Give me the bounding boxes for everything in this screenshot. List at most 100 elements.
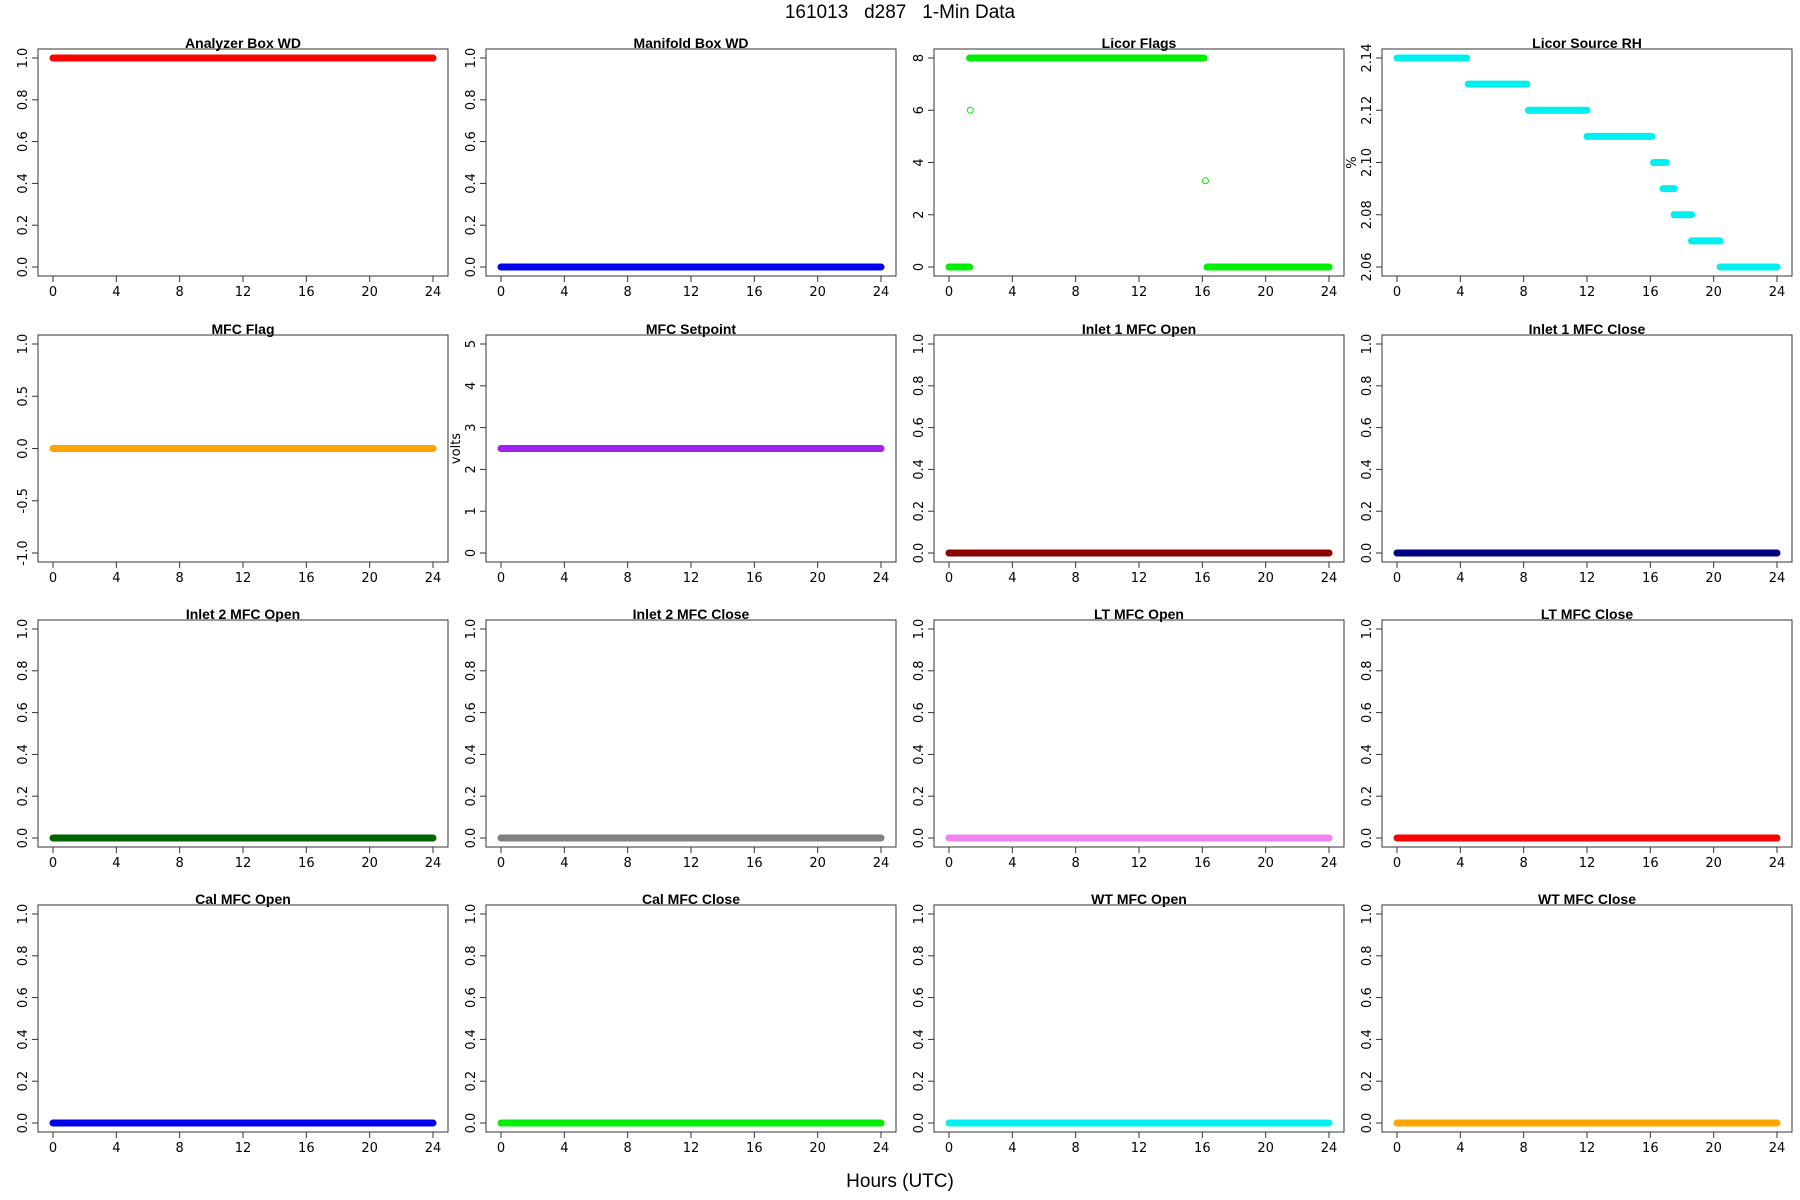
plot-frame — [485, 48, 897, 277]
y-tick-label: 1.0 — [1360, 334, 1375, 355]
panel-title: MFC Setpoint — [646, 321, 737, 337]
x-tick-label: 20 — [1705, 1141, 1722, 1156]
y-tick-label: 2.06 — [1360, 253, 1375, 282]
x-tick-label: 4 — [560, 571, 568, 586]
panel: LT MFC Close 0 4 8 12 16 20 24 0.0 0.2 0.4 0.6 0.8 1.… — [1360, 606, 1793, 871]
x-tick-label: 24 — [1769, 571, 1786, 586]
y-tick-label: 0.8 — [912, 375, 927, 396]
y-tick-label: 0.6 — [464, 131, 479, 152]
panel-title: Manifold Box WD — [633, 35, 748, 51]
x-tick-label: 0 — [945, 285, 953, 300]
panel-title: LT MFC Open — [1094, 606, 1184, 622]
x-tick-label: 16 — [298, 1141, 315, 1156]
y-tick-label: 0.6 — [1360, 987, 1375, 1008]
y-tick-label: 0.2 — [16, 1071, 31, 1092]
x-tick-label: 4 — [1008, 856, 1016, 871]
panel: Inlet 1 MFC Close 0 4 8 12 16 20 24 0.0 0.2 0.4 0.6… — [1360, 321, 1793, 586]
panel-title: LT MFC Close — [1541, 606, 1634, 622]
x-tick-label: 16 — [298, 571, 315, 586]
panel: MFC Flag 0 4 8 12 16 20 24 -1.0 -0.5 0.0 0.5 1.0 — [16, 321, 449, 586]
y-tick-label: 0.8 — [912, 660, 927, 681]
x-tick-label: 20 — [361, 1141, 378, 1156]
y-tick-label: 3 — [464, 423, 479, 431]
panel: Cal MFC Close 0 4 8 12 16 20 24 0.0 0.2 0.4 0.6 0.8 1… — [464, 891, 897, 1156]
data-point — [966, 106, 974, 114]
x-tick-label: 4 — [112, 856, 120, 871]
x-tick-label: 0 — [497, 571, 505, 586]
y-tick-label: 1.0 — [912, 619, 927, 640]
x-tick-label: 20 — [809, 856, 826, 871]
y-tick-label: 0.8 — [1360, 945, 1375, 966]
x-tick-label: 20 — [809, 571, 826, 586]
x-tick-label: 0 — [49, 571, 57, 586]
y-tick-label: 0.6 — [16, 702, 31, 723]
x-tick-label: 20 — [809, 1141, 826, 1156]
y-tick-label: 0.4 — [1360, 459, 1375, 480]
plot-frame — [1381, 619, 1793, 848]
y-tick-label: 0.6 — [16, 131, 31, 152]
panel-title: Licor Source RH — [1532, 35, 1642, 51]
x-tick-label: 16 — [1194, 856, 1211, 871]
y-tick-label: 0 — [464, 549, 479, 557]
x-tick-label: 12 — [235, 571, 252, 586]
plot-frame — [37, 48, 449, 277]
y-tick-label: 0.4 — [912, 1029, 927, 1050]
y-tick-label: 1 — [464, 507, 479, 515]
y-tick-label: 2.08 — [1360, 200, 1375, 229]
x-tick-label: 8 — [176, 571, 184, 586]
y-tick-label: 0.2 — [1360, 501, 1375, 522]
x-tick-label: 8 — [1520, 856, 1528, 871]
y-tick-label: 1.0 — [464, 48, 479, 69]
y-tick-label: 0.2 — [912, 1071, 927, 1092]
x-tick-label: 16 — [1642, 285, 1659, 300]
y-tick-label: 2 — [912, 211, 927, 219]
y-tick-label: 0.0 — [912, 1113, 927, 1134]
x-tick-label: 20 — [1705, 285, 1722, 300]
x-tick-label: 24 — [1769, 856, 1786, 871]
y-tick-label: 0.0 — [16, 1113, 31, 1134]
y-tick-label: 0.0 — [1360, 1113, 1375, 1134]
y-tick-label: 0.0 — [16, 257, 31, 278]
x-tick-label: 0 — [1393, 856, 1401, 871]
y-tick-label: 1.0 — [912, 904, 927, 925]
x-tick-label: 4 — [560, 1141, 568, 1156]
x-tick-label: 0 — [1393, 285, 1401, 300]
y-tick-label: 0.8 — [912, 945, 927, 966]
x-tick-label: 4 — [560, 285, 568, 300]
panel-title: Inlet 2 MFC Open — [186, 606, 300, 622]
y-tick-label: 2 — [464, 465, 479, 473]
y-tick-label: 0.4 — [464, 173, 479, 194]
x-tick-label: 20 — [1705, 856, 1722, 871]
y-tick-label: 1.0 — [16, 904, 31, 925]
x-tick-label: 16 — [1194, 285, 1211, 300]
plot-frame — [485, 619, 897, 848]
y-tick-label: 5 — [464, 340, 479, 348]
x-tick-label: 24 — [1321, 856, 1338, 871]
y-tick-label: 0.2 — [464, 1071, 479, 1092]
x-tick-label: 16 — [746, 1141, 763, 1156]
y-tick-label: 0.2 — [1360, 1071, 1375, 1092]
y-tick-label: 1.0 — [464, 619, 479, 640]
y-tick-label: 0.2 — [464, 215, 479, 236]
x-tick-label: 4 — [112, 1141, 120, 1156]
x-tick-label: 12 — [1131, 571, 1148, 586]
y-tick-label: 0.0 — [16, 438, 31, 459]
plot-frame — [1381, 334, 1793, 563]
plot-frame — [933, 48, 1345, 277]
x-tick-label: 8 — [624, 856, 632, 871]
panel-title: Licor Flags — [1102, 35, 1177, 51]
x-tick-label: 8 — [1520, 1141, 1528, 1156]
panel: WT MFC Close 0 4 8 12 16 20 24 0.0 0.2 0.4 0.6 0.8 1.… — [1360, 891, 1793, 1156]
x-tick-label: 0 — [497, 1141, 505, 1156]
x-tick-label: 0 — [497, 856, 505, 871]
x-tick-label: 0 — [497, 285, 505, 300]
x-tick-label: 0 — [49, 285, 57, 300]
panel: Inlet 2 MFC Open 0 4 8 12 16 20 24 0.0 0.2 0.4 0.6 0… — [16, 606, 449, 871]
panel: Inlet 1 MFC Open 0 4 8 12 16 20 24 0.0 0.2 0.4 0.6 0… — [912, 321, 1345, 586]
x-tick-label: 12 — [1131, 856, 1148, 871]
y-tick-label: 0.4 — [1360, 1029, 1375, 1050]
y-tick-label: 0.4 — [912, 459, 927, 480]
y-tick-label: 0.8 — [16, 945, 31, 966]
y-tick-label: 0.6 — [1360, 702, 1375, 723]
